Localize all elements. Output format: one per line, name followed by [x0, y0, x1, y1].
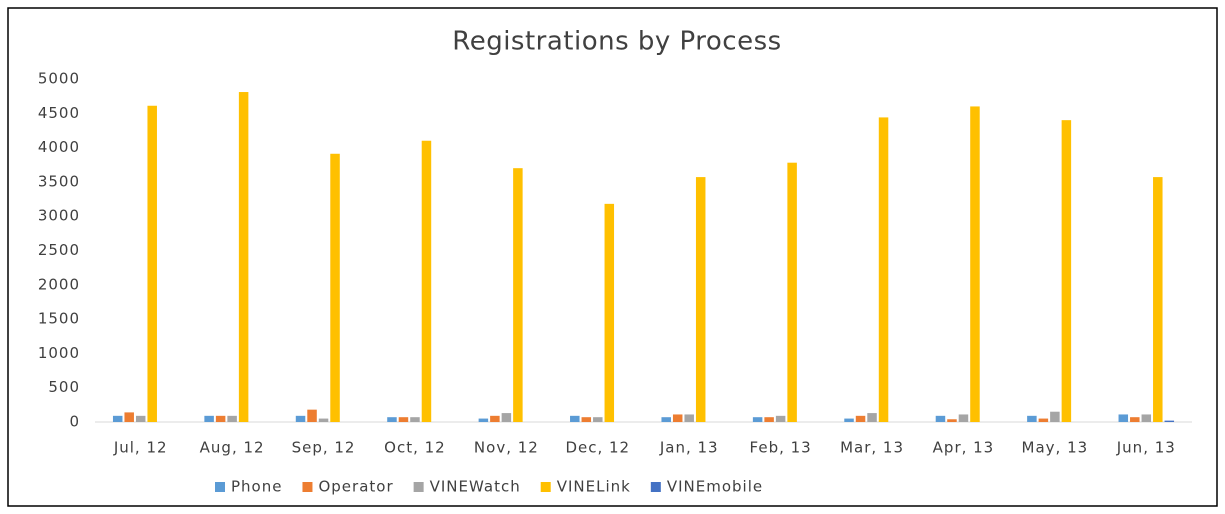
bar [970, 106, 980, 422]
bar [513, 168, 523, 422]
bar [227, 415, 237, 422]
bar [752, 417, 763, 422]
legend-swatch [650, 482, 661, 492]
bar [112, 415, 123, 422]
x-tick-label: May, 13 [1022, 439, 1089, 457]
bar [604, 203, 615, 422]
bar [147, 105, 157, 422]
bar [490, 415, 500, 422]
legend-swatch [302, 482, 313, 492]
legend-label: VINEWatch [430, 478, 521, 496]
bar [1027, 415, 1037, 422]
y-tick-label: 1000 [38, 344, 80, 362]
bar [318, 418, 329, 422]
bar [215, 415, 226, 422]
x-tick-label: Dec, 12 [565, 439, 630, 457]
x-tick-label: Sep, 12 [292, 439, 356, 457]
bar [570, 415, 580, 422]
x-tick-label: Jun, 13 [1116, 439, 1176, 457]
bar [1130, 417, 1140, 422]
bar [581, 417, 592, 422]
y-tick-label: 0 [69, 413, 80, 431]
legend-swatch [215, 482, 225, 492]
bar [135, 415, 146, 422]
bar [1050, 411, 1060, 422]
bar [410, 417, 420, 422]
bar [947, 419, 957, 422]
bar [204, 415, 214, 422]
y-tick-label: 4000 [38, 138, 80, 156]
y-tick-label: 4500 [38, 104, 80, 122]
bar [672, 414, 683, 422]
bar [844, 418, 854, 422]
bar [501, 413, 512, 422]
legend-label: VINELink [557, 478, 631, 496]
bar [867, 413, 877, 422]
bar [1141, 414, 1152, 422]
bar [775, 415, 786, 422]
y-tick-label: 1500 [38, 310, 80, 328]
x-tick-label: Jul, 12 [113, 439, 168, 457]
bar [661, 417, 671, 422]
y-tick-label: 3500 [38, 172, 80, 190]
bar [1164, 420, 1175, 422]
bar [124, 412, 134, 422]
bar [307, 409, 317, 422]
x-tick-label: Jan, 13 [659, 439, 719, 457]
legend-label: Phone [231, 478, 282, 496]
legend-label: Operator [318, 478, 393, 496]
legend-label: VINEmobile [667, 478, 763, 496]
bar [855, 415, 866, 422]
bar [1118, 414, 1129, 422]
x-tick-label: Mar, 13 [840, 439, 904, 457]
bar [398, 417, 409, 422]
bar [387, 417, 397, 422]
x-tick-label: Apr, 13 [933, 439, 995, 457]
bar [684, 414, 694, 422]
bar [695, 177, 706, 422]
bar [1153, 177, 1163, 422]
chart-title: Registrations by Process [452, 27, 781, 57]
y-tick-label: 2500 [38, 241, 80, 259]
bar [1038, 418, 1049, 422]
bar [330, 153, 340, 423]
bar [958, 414, 969, 422]
legend-swatch [413, 482, 424, 492]
y-tick-label: 5000 [38, 70, 80, 88]
x-tick-label: Aug, 12 [200, 439, 265, 457]
bar [1061, 120, 1072, 422]
y-tick-label: 3000 [38, 207, 80, 225]
bar [478, 418, 489, 422]
legend-swatch [540, 482, 551, 492]
x-tick-label: Oct, 12 [384, 439, 446, 457]
bar [935, 415, 946, 422]
bar [787, 162, 797, 422]
bar [295, 415, 306, 422]
y-tick-label: 2000 [38, 275, 80, 293]
x-tick-label: Feb, 13 [750, 439, 812, 457]
y-tick-label: 500 [48, 378, 80, 396]
x-tick-label: Nov, 12 [474, 439, 539, 457]
bar [764, 417, 774, 422]
bar [878, 117, 889, 422]
bar [593, 417, 603, 422]
bar [238, 92, 249, 422]
bar [421, 140, 432, 423]
